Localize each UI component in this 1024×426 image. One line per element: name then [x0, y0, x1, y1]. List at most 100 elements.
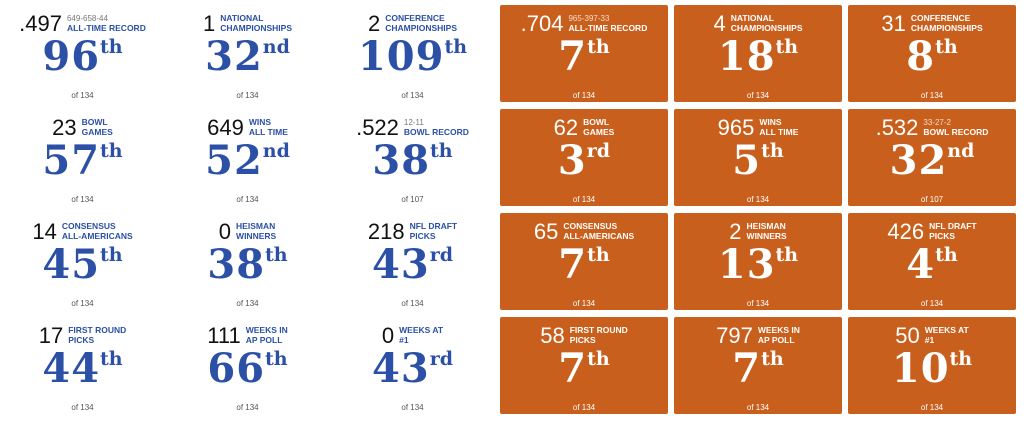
rank-suffix: th	[587, 36, 610, 58]
stat-card: 649 WINS ALL TIME 52nd of 134	[165, 109, 330, 209]
stat-value: 65	[533, 219, 559, 244]
label-line: WEEKS AT	[399, 325, 444, 336]
stat-label: NATIONAL CHAMPIONSHIPS	[220, 13, 293, 34]
label-line: ALL TIME	[248, 127, 288, 137]
label-line: HEISMAN	[236, 221, 276, 232]
stat-value: 111	[207, 323, 241, 348]
rank-total: of 134	[920, 91, 944, 100]
stat-value: 965	[717, 115, 755, 140]
stat-card: 62 BOWL GAMES 3rd of 134	[500, 109, 668, 206]
rank: 38th	[330, 141, 495, 181]
stat-value: 14	[32, 219, 57, 244]
label-line: AP POLL	[245, 335, 283, 345]
stat-label: 12-11 BOWL RECORD	[403, 117, 469, 138]
stat-row: 0 HEISMAN WINNERS	[165, 221, 330, 243]
stat-value: .704	[520, 11, 564, 36]
rank-number: 7	[558, 241, 588, 288]
rank-total: of 134	[71, 403, 94, 412]
stat-card: 965 WINS ALL TIME 5th of 134	[674, 109, 842, 206]
rank: 44th	[0, 349, 165, 389]
rank-suffix: nd	[947, 140, 975, 162]
stat-label: HEISMAN WINNERS	[746, 221, 787, 242]
label-line: ALL-TIME RECORD	[568, 22, 648, 33]
stat-row: .532 33-27-2 BOWL RECORD	[848, 117, 1016, 139]
rank-suffix: th	[775, 36, 799, 58]
stat-label: NATIONAL CHAMPIONSHIPS	[731, 13, 803, 34]
rank-total: of 134	[920, 299, 944, 308]
rank-suffix: th	[587, 348, 610, 370]
rank-total: of 134	[572, 195, 596, 204]
stat-row: 1 NATIONAL CHAMPIONSHIPS	[165, 13, 330, 35]
stat-card: 14 CONSENSUS ALL-AMERICANS 45th of 134	[0, 213, 165, 313]
stat-row: 426 NFL DRAFT PICKS	[848, 221, 1016, 243]
rank-total: of 134	[572, 91, 596, 100]
rank-total: of 134	[401, 299, 424, 308]
stat-row: 50 WEEKS AT #1	[848, 325, 1016, 347]
rank-number: 43	[372, 345, 430, 392]
rank-number: 52	[205, 137, 263, 184]
stat-card: 111 WEEKS IN AP POLL 66th of 134	[165, 317, 330, 417]
stat-card: 31 CONFERENCE CHAMPIONSHIPS 8th of 134	[848, 5, 1016, 102]
stat-row: 649 WINS ALL TIME	[165, 117, 330, 139]
rank: 7th	[500, 349, 668, 389]
stat-card: .704 965-397-33 ALL-TIME RECORD 7th of 134	[500, 5, 668, 102]
label-line: WEEKS IN	[757, 325, 800, 336]
label-line: WINNERS	[746, 231, 787, 241]
stat-value: 2	[729, 219, 742, 244]
label-line: HEISMAN	[746, 221, 786, 232]
stat-row: .497 649-658-44 ALL-TIME RECORD	[0, 13, 165, 35]
rank-total: of 134	[71, 299, 94, 308]
label-line: #1	[924, 335, 935, 345]
rank-number: 57	[42, 137, 101, 184]
rank-suffix: th	[100, 140, 123, 162]
rank-suffix: nd	[262, 36, 290, 58]
rank-suffix: th	[265, 348, 288, 370]
stat-value: 797	[716, 323, 753, 348]
rank-suffix: th	[935, 36, 958, 58]
label-line: BOWL RECORD	[923, 126, 989, 137]
stat-label: 965-397-33 ALL-TIME RECORD	[568, 14, 648, 34]
label-line: ALL-TIME RECORD	[66, 22, 146, 33]
stat-label: CONFERENCE CHAMPIONSHIPS	[911, 13, 983, 34]
stat-row: 17 FIRST ROUND PICKS	[0, 325, 165, 347]
rank-number: 32	[889, 137, 948, 184]
stat-label: BOWL GAMES	[583, 117, 615, 138]
stat-card: 58 FIRST ROUND PICKS 7th of 134	[500, 317, 668, 414]
rank-total: of 134	[236, 299, 259, 308]
rank-number: 32	[205, 33, 263, 80]
rank-number: 45	[42, 241, 101, 288]
label-line: ALL-AMERICANS	[61, 231, 133, 241]
stat-row: 4 NATIONAL CHAMPIONSHIPS	[674, 13, 842, 35]
rank: 5th	[674, 141, 842, 181]
rank-total: of 134	[746, 403, 770, 412]
record: 12-11	[403, 117, 424, 127]
stat-card: 0 WEEKS AT #1 43rd of 134	[330, 317, 495, 417]
label-line: BOWL	[583, 117, 610, 128]
stat-label: FIRST ROUND PICKS	[569, 325, 628, 346]
label-line: PICKS	[569, 335, 596, 345]
stat-card: 797 WEEKS IN AP POLL 7th of 134	[674, 317, 842, 414]
stat-value: .497	[19, 11, 62, 36]
rank-suffix: th	[935, 244, 958, 266]
stat-value: 23	[52, 115, 77, 140]
stat-card: 50 WEEKS AT #1 10th of 134	[848, 317, 1016, 414]
label-line: CHAMPIONSHIPS	[220, 23, 293, 33]
stat-value: 0	[218, 219, 232, 244]
rank-suffix: th	[949, 348, 973, 370]
stat-label: WEEKS AT #1	[924, 325, 969, 346]
stat-value: 218	[367, 219, 405, 244]
stat-card: .532 33-27-2 BOWL RECORD 32nd of 107	[848, 109, 1016, 206]
stat-label: FIRST ROUND PICKS	[68, 325, 126, 346]
stat-row: 2 CONFERENCE CHAMPIONSHIPS	[330, 13, 495, 35]
label-line: GAMES	[583, 127, 615, 137]
rank-total: of 107	[920, 195, 944, 204]
rank-total: of 134	[746, 195, 770, 204]
label-line: AP POLL	[757, 335, 795, 345]
stat-card: 65 CONSENSUS ALL-AMERICANS 7th of 134	[500, 213, 668, 310]
rank-number: 7	[558, 33, 588, 80]
rank: 10th	[848, 349, 1016, 389]
rank-total: of 107	[401, 195, 424, 204]
record: 33-27-2	[923, 117, 951, 127]
rank-suffix: rd	[429, 348, 453, 370]
stat-value: 17	[38, 323, 64, 348]
